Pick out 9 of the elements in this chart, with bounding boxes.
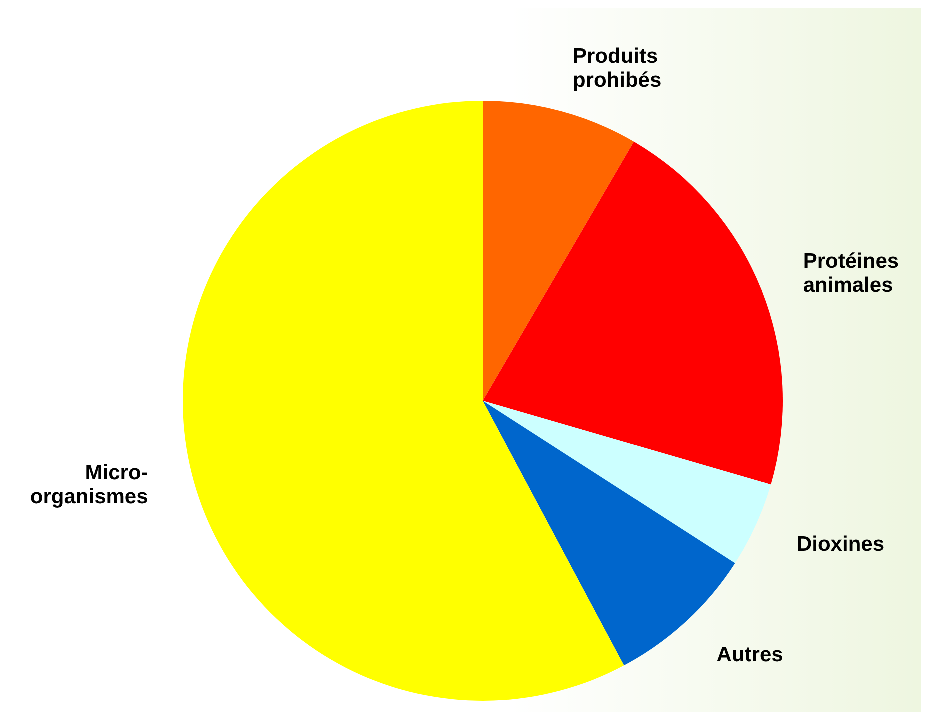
pie-slice [483, 101, 634, 401]
slice-label: Dioxines [796, 532, 885, 556]
slice-label: Produits prohibés [572, 44, 662, 92]
pie-slice [483, 401, 772, 564]
pie-slice [483, 142, 783, 485]
slice-label: Micro-organismes [30, 461, 148, 508]
slice-label: Autres [716, 643, 784, 666]
pie-slice [183, 101, 624, 701]
slice-label: Protéines animales [803, 249, 900, 296]
